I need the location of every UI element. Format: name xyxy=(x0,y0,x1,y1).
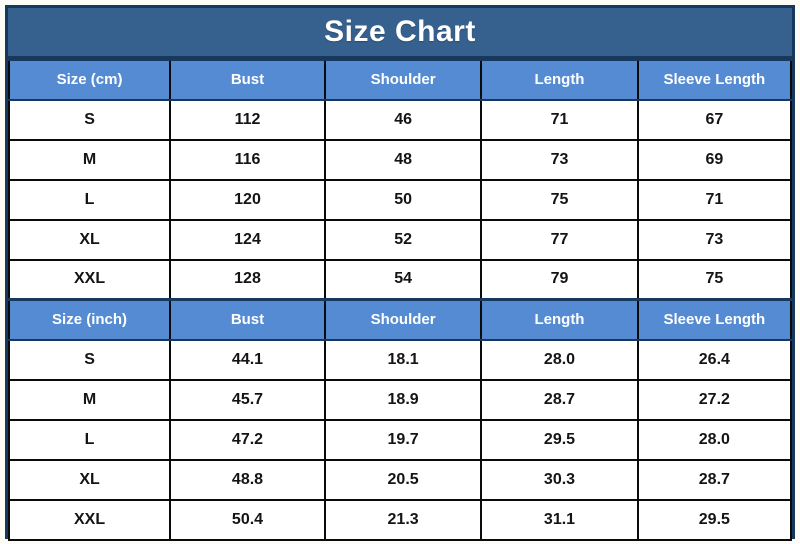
size-cell: XL xyxy=(7,218,172,261)
value-cell: 124 xyxy=(169,218,326,261)
value-cell: 48 xyxy=(323,138,483,181)
value-cell: 28.7 xyxy=(480,378,639,421)
value-cell: 20.5 xyxy=(323,458,483,501)
size-cell: S xyxy=(7,98,172,141)
value-cell: 28.7 xyxy=(636,458,793,501)
value-cell: 27.2 xyxy=(636,378,793,421)
size-cell: XL xyxy=(7,458,172,501)
value-cell: 21.3 xyxy=(323,498,483,541)
value-cell: 75 xyxy=(480,178,639,221)
table-row-inch-s: S 44.1 18.1 28.0 26.4 xyxy=(7,338,793,381)
value-cell: 77 xyxy=(480,218,639,261)
table-row-inch-m: M 45.7 18.9 28.7 27.2 xyxy=(7,378,793,421)
cm-header-size: Size (cm) xyxy=(7,58,172,101)
cm-header-row: Size (cm) Bust Shoulder Length Sleeve Le… xyxy=(7,58,793,101)
table-row-cm-s: S 112 46 71 67 xyxy=(7,98,793,141)
inch-header-length: Length xyxy=(480,298,639,341)
size-chart-table: Size Chart Size (cm) Bust Shoulder Lengt… xyxy=(5,5,795,541)
table-row-cm-m: M 116 48 73 69 xyxy=(7,138,793,181)
table-row-inch-l: L 47.2 19.7 29.5 28.0 xyxy=(7,418,793,461)
value-cell: 67 xyxy=(636,98,793,141)
value-cell: 28.0 xyxy=(480,338,639,381)
value-cell: 45.7 xyxy=(169,378,326,421)
inch-header-row: Size (inch) Bust Shoulder Length Sleeve … xyxy=(7,298,793,341)
value-cell: 48.8 xyxy=(169,458,326,501)
size-cell: M xyxy=(7,378,172,421)
value-cell: 120 xyxy=(169,178,326,221)
cm-header-sleeve-length: Sleeve Length xyxy=(636,58,793,101)
value-cell: 47.2 xyxy=(169,418,326,461)
value-cell: 18.9 xyxy=(323,378,483,421)
value-cell: 19.7 xyxy=(323,418,483,461)
inch-header-size: Size (inch) xyxy=(7,298,172,341)
value-cell: 52 xyxy=(323,218,483,261)
table-row-inch-xxl: XXL 50.4 21.3 31.1 29.5 xyxy=(7,498,793,541)
inch-header-bust: Bust xyxy=(169,298,326,341)
inch-header-sleeve-length: Sleeve Length xyxy=(636,298,793,341)
value-cell: 50.4 xyxy=(169,498,326,541)
size-cell: L xyxy=(7,418,172,461)
size-table: Size (cm) Bust Shoulder Length Sleeve Le… xyxy=(7,58,793,541)
value-cell: 31.1 xyxy=(480,498,639,541)
table-row-inch-xl: XL 48.8 20.5 30.3 28.7 xyxy=(7,458,793,501)
value-cell: 18.1 xyxy=(323,338,483,381)
value-cell: 75 xyxy=(636,258,793,301)
cm-header-shoulder: Shoulder xyxy=(323,58,483,101)
chart-title: Size Chart xyxy=(324,15,476,48)
value-cell: 44.1 xyxy=(169,338,326,381)
size-cell: XXL xyxy=(7,498,172,541)
size-cell: L xyxy=(7,178,172,221)
value-cell: 112 xyxy=(169,98,326,141)
size-cell: S xyxy=(7,338,172,381)
value-cell: 30.3 xyxy=(480,458,639,501)
value-cell: 69 xyxy=(636,138,793,181)
value-cell: 29.5 xyxy=(636,498,793,541)
size-cell: M xyxy=(7,138,172,181)
size-cell: XXL xyxy=(7,258,172,301)
inch-header-shoulder: Shoulder xyxy=(323,298,483,341)
value-cell: 50 xyxy=(323,178,483,221)
value-cell: 54 xyxy=(323,258,483,301)
chart-title-bar: Size Chart xyxy=(8,8,792,58)
value-cell: 29.5 xyxy=(480,418,639,461)
value-cell: 71 xyxy=(480,98,639,141)
cm-header-length: Length xyxy=(480,58,639,101)
value-cell: 73 xyxy=(480,138,639,181)
cm-header-bust: Bust xyxy=(169,58,326,101)
value-cell: 73 xyxy=(636,218,793,261)
value-cell: 128 xyxy=(169,258,326,301)
table-row-cm-xl: XL 124 52 77 73 xyxy=(7,218,793,261)
value-cell: 28.0 xyxy=(636,418,793,461)
value-cell: 46 xyxy=(323,98,483,141)
value-cell: 26.4 xyxy=(636,338,793,381)
value-cell: 79 xyxy=(480,258,639,301)
table-row-cm-xxl: XXL 128 54 79 75 xyxy=(7,258,793,301)
table-row-cm-l: L 120 50 75 71 xyxy=(7,178,793,221)
value-cell: 71 xyxy=(636,178,793,221)
value-cell: 116 xyxy=(169,138,326,181)
